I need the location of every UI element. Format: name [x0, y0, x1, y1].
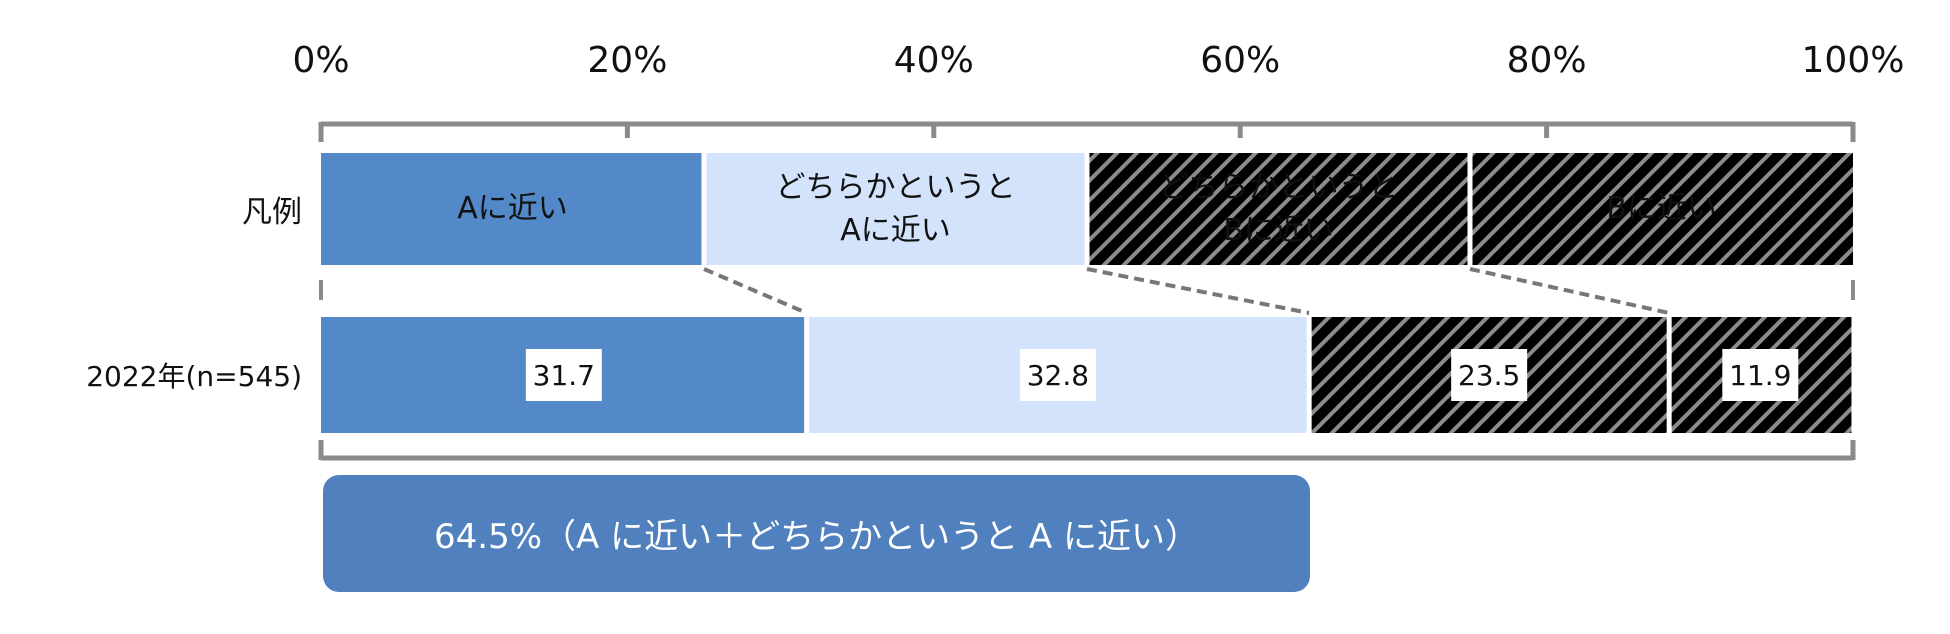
x-tick-label: 20%: [587, 40, 667, 81]
x-tick-label: 0%: [292, 40, 349, 81]
value-label: 11.9: [1729, 359, 1791, 392]
value-label-box: [525, 349, 602, 401]
x-tick-label: 100%: [1802, 40, 1905, 81]
category-label: 2022年(n=545): [86, 360, 302, 393]
x-tick-label: 40%: [894, 40, 974, 81]
annotation: 64.5%（A に近い＋どちらかというと A に近い）: [434, 517, 1199, 557]
connector: [1086, 267, 1310, 315]
value-label: 32.8: [1027, 359, 1089, 392]
legend-label: Aに近い: [457, 191, 568, 227]
x-tick-label: 60%: [1200, 40, 1280, 81]
annotation-box: [323, 475, 1310, 592]
legend-label: Bに近い: [1606, 191, 1717, 227]
legend-label: どちらかというと Aに近い: [775, 169, 1016, 249]
legend-swatch: [1089, 153, 1468, 265]
value-label-box: [1722, 349, 1799, 401]
value-label-box: [1019, 349, 1096, 401]
legend-row-label: 凡例: [242, 195, 302, 230]
connector: [1469, 267, 1670, 315]
legend-label: どちらかというと Bに近い: [1158, 169, 1399, 249]
legend-swatch: [321, 153, 702, 265]
value-label: 23.5: [1458, 359, 1520, 392]
connector: [703, 267, 808, 315]
legend-swatch: [706, 153, 1085, 265]
legend-swatch: [1472, 153, 1853, 265]
value-label: 31.7: [533, 359, 595, 392]
value-label-box: [1451, 349, 1528, 401]
x-tick-label: 80%: [1507, 40, 1587, 81]
